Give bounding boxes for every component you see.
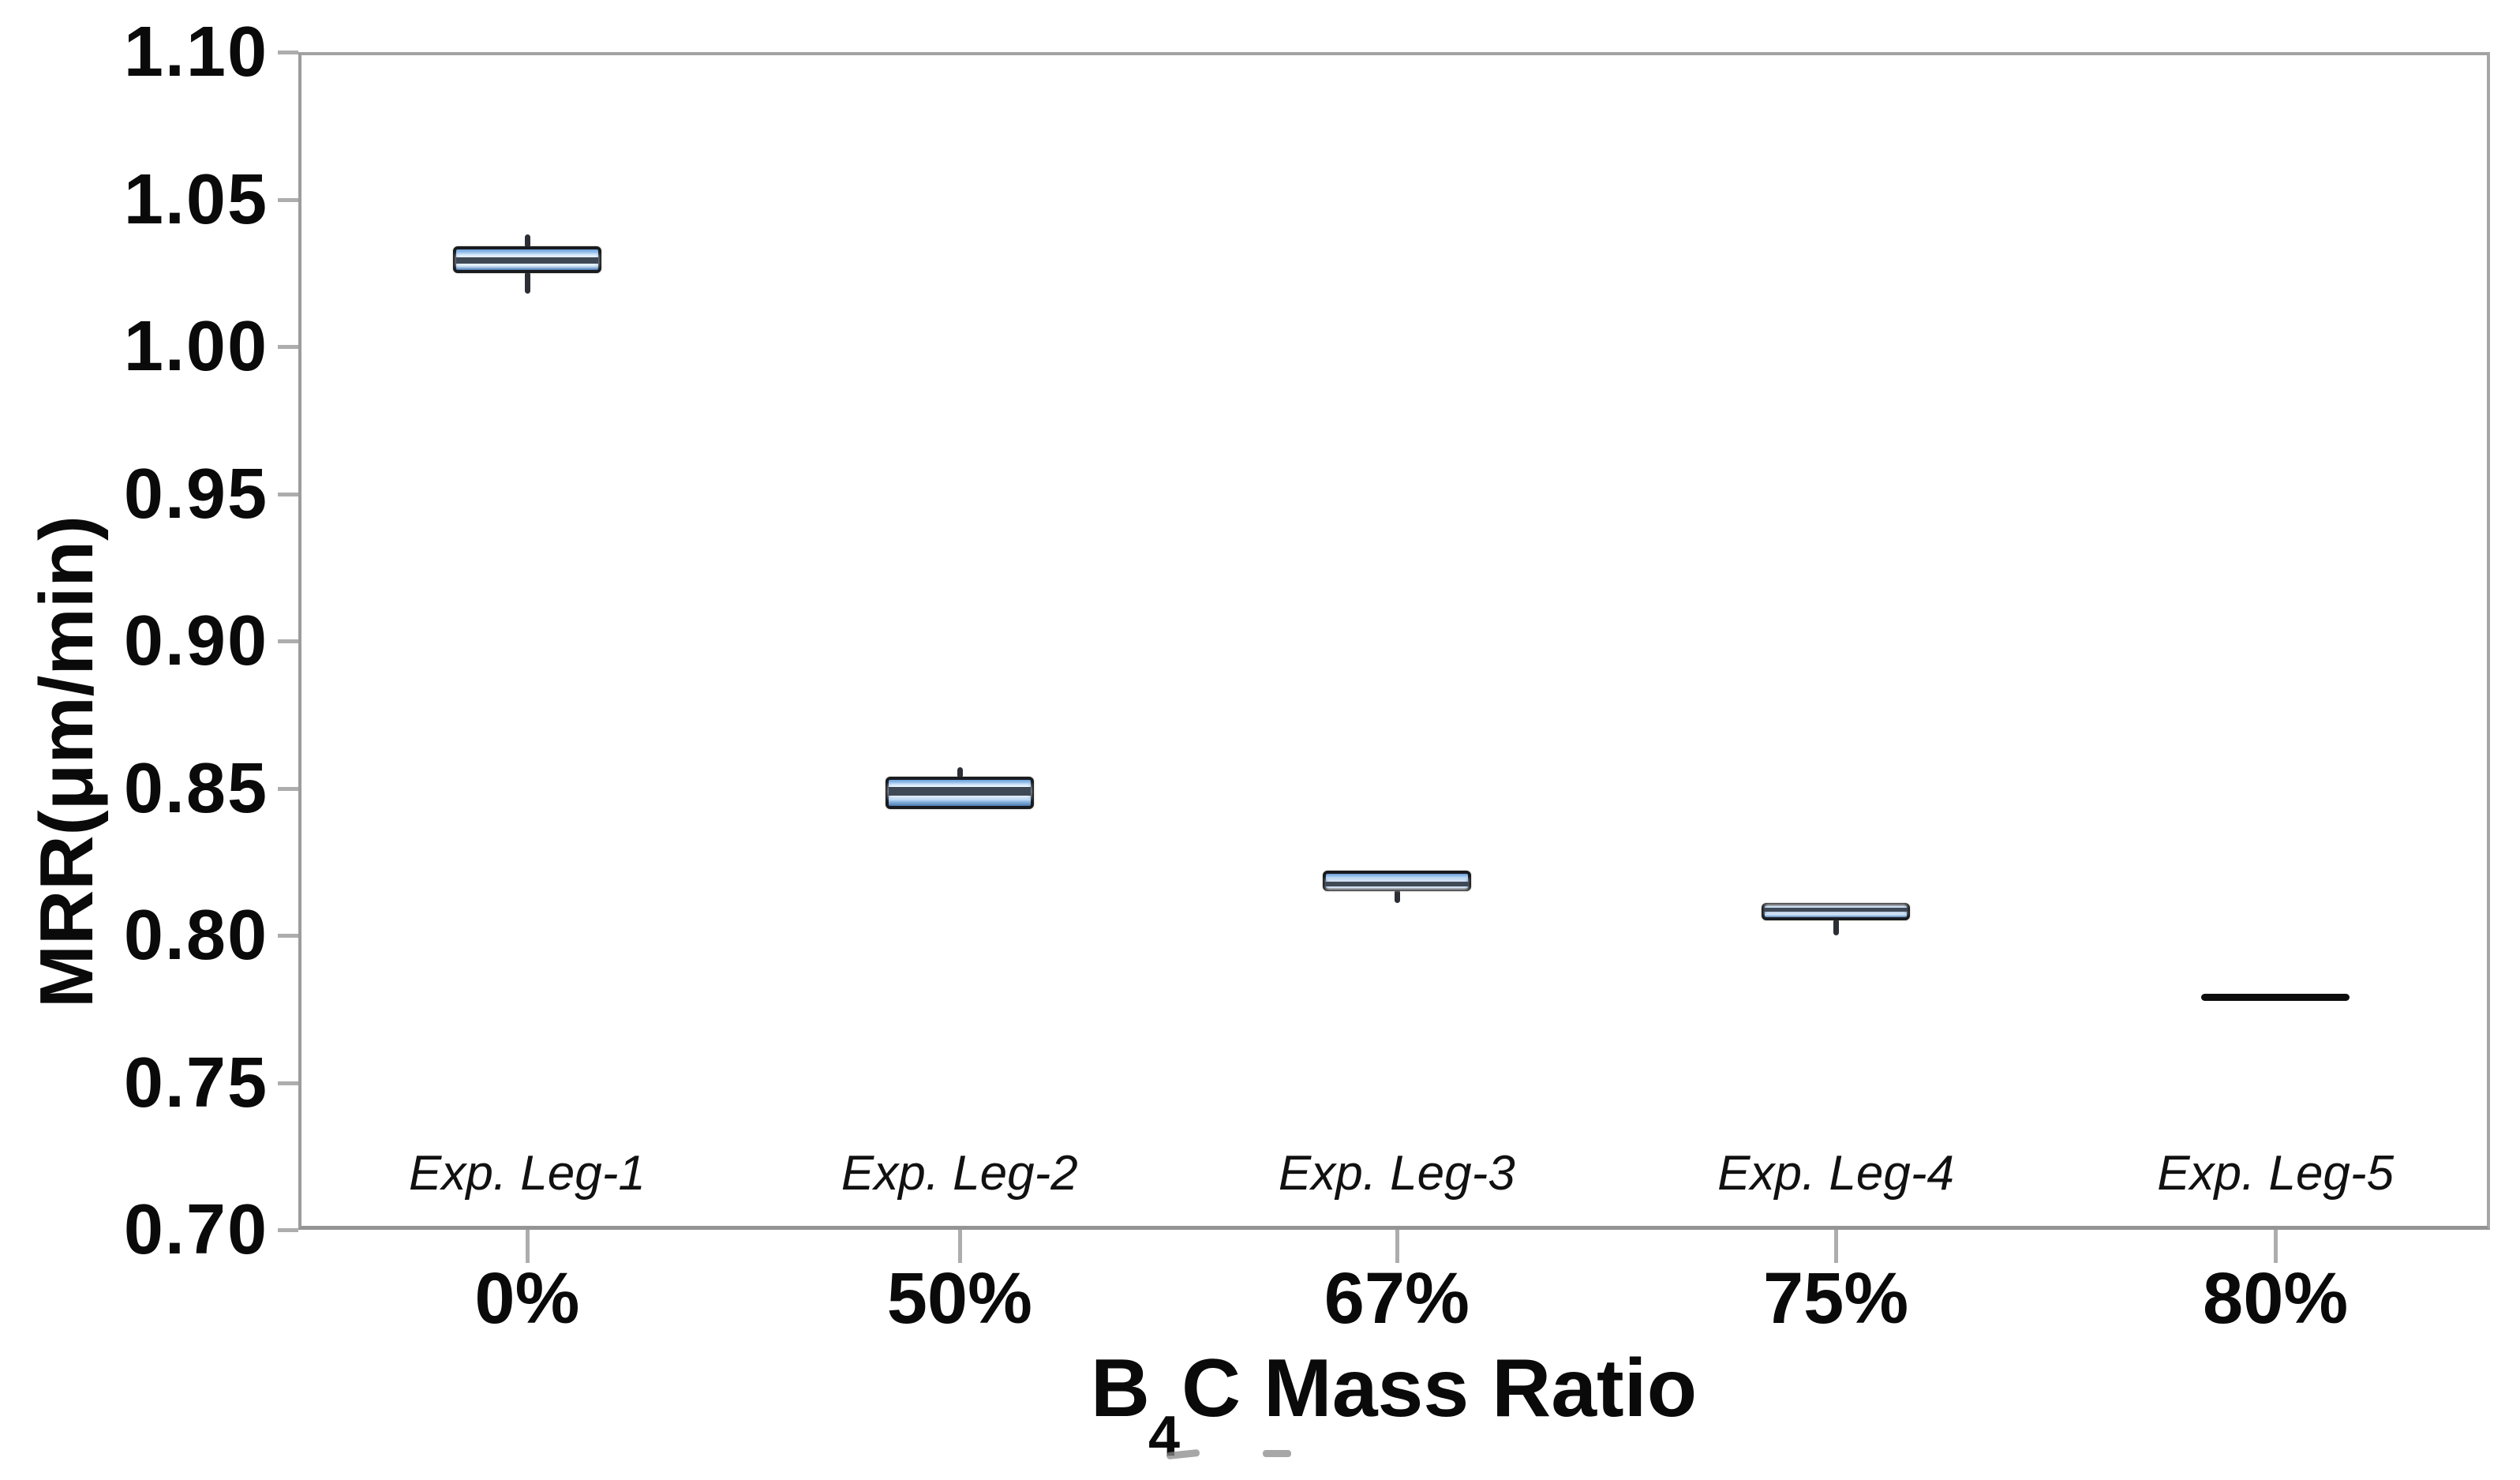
y-axis-tick xyxy=(278,1228,298,1232)
y-axis-tick xyxy=(278,492,298,496)
y-tick-label: 0.90 xyxy=(123,601,268,680)
y-tick-label: 1.10 xyxy=(123,13,268,92)
lower-whisker xyxy=(524,271,530,294)
y-tick-label: 1.00 xyxy=(123,307,268,386)
y-axis-tick xyxy=(278,639,298,643)
upper-whisker xyxy=(524,234,530,249)
x-axis-tick xyxy=(2274,1230,2278,1263)
x-axis-title: B4C Mass Ratio xyxy=(1090,1342,1698,1465)
box-median xyxy=(888,787,1031,796)
box xyxy=(885,776,1034,809)
y-tick-label: 0.80 xyxy=(123,896,268,975)
box-median xyxy=(1765,908,1908,912)
x-axis-tick xyxy=(1395,1230,1399,1263)
x-axis-title-main: B xyxy=(1090,1343,1151,1434)
y-tick-label: 0.95 xyxy=(123,454,268,534)
x-tick-label: 0% xyxy=(474,1258,580,1339)
box xyxy=(1762,902,1911,921)
y-tick-label: 1.05 xyxy=(123,159,268,239)
x-tick-label: 50% xyxy=(886,1258,1032,1339)
box-median xyxy=(455,257,598,264)
box xyxy=(1322,870,1471,892)
y-axis-tick xyxy=(278,197,298,202)
lower-whisker xyxy=(1394,890,1400,904)
series-label: Exp. Leg-3 xyxy=(1278,1146,1515,1201)
x-axis-tick xyxy=(957,1230,962,1263)
series-label: Exp. Leg-5 xyxy=(2157,1146,2395,1201)
series-label: Exp. Leg-2 xyxy=(841,1146,1078,1201)
y-tick-label: 0.85 xyxy=(123,748,268,828)
upper-whisker xyxy=(957,767,963,778)
series-label: Exp. Leg-4 xyxy=(1717,1146,1954,1201)
box xyxy=(452,246,601,273)
lower-whisker xyxy=(1833,919,1840,936)
y-axis-tick xyxy=(278,51,298,54)
degenerate-box-line xyxy=(2201,994,2350,1002)
plot-area xyxy=(298,52,2490,1230)
x-axis-tick xyxy=(525,1230,530,1263)
y-axis-tick xyxy=(278,345,298,349)
x-tick-label: 75% xyxy=(1762,1258,1909,1339)
y-axis-tick xyxy=(278,1081,298,1085)
x-axis-title-rest: C Mass Ratio xyxy=(1181,1343,1698,1434)
y-axis-tick xyxy=(278,786,298,791)
cropped-text-artifact xyxy=(1263,1450,1291,1457)
x-tick-label: 80% xyxy=(2203,1258,2349,1339)
y-tick-label: 0.70 xyxy=(123,1190,268,1269)
x-tick-label: 67% xyxy=(1324,1258,1470,1339)
y-tick-label: 0.75 xyxy=(123,1043,268,1122)
x-axis-tick xyxy=(1834,1230,1839,1263)
series-label: Exp. Leg-1 xyxy=(408,1146,646,1201)
box-median xyxy=(1325,881,1468,886)
y-axis-tick xyxy=(278,934,298,938)
